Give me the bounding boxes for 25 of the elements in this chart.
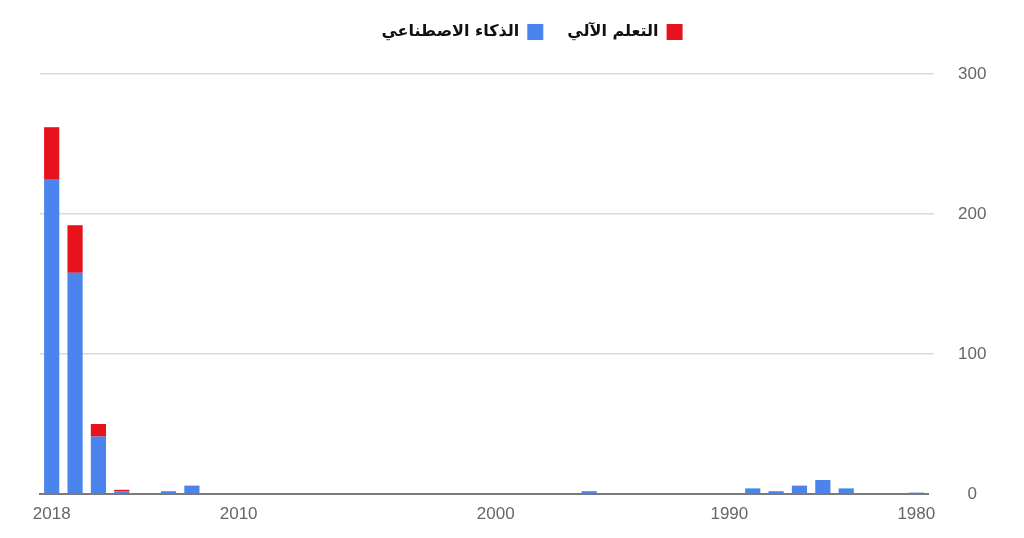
bar bbox=[791, 485, 808, 494]
bar bbox=[838, 488, 854, 494]
legend-label: التعلم الآلي bbox=[567, 21, 659, 42]
bar bbox=[90, 424, 107, 437]
bar bbox=[44, 127, 60, 179]
y-tick-label: 200 bbox=[957, 203, 987, 223]
y-tick-label: 0 bbox=[967, 483, 977, 503]
bar bbox=[44, 179, 60, 494]
bar bbox=[815, 480, 831, 494]
bar bbox=[67, 272, 83, 494]
bar bbox=[745, 488, 761, 494]
y-tick-label: 100 bbox=[957, 343, 987, 363]
y-tick-label: 300 bbox=[957, 63, 987, 83]
x-tick-label: 1990 bbox=[710, 503, 749, 523]
x-tick-label: 2010 bbox=[219, 503, 258, 523]
bar bbox=[581, 491, 597, 494]
legend-label: الذكاء الاصطناعي bbox=[381, 21, 520, 42]
x-tick-label: 2000 bbox=[476, 503, 515, 523]
bar bbox=[160, 491, 177, 494]
x-tick-label: 2018 bbox=[32, 503, 71, 523]
bar bbox=[67, 225, 83, 273]
bar bbox=[184, 485, 200, 494]
bar bbox=[90, 436, 107, 494]
x-tick-label: 1980 bbox=[897, 503, 936, 523]
bar bbox=[768, 491, 784, 494]
